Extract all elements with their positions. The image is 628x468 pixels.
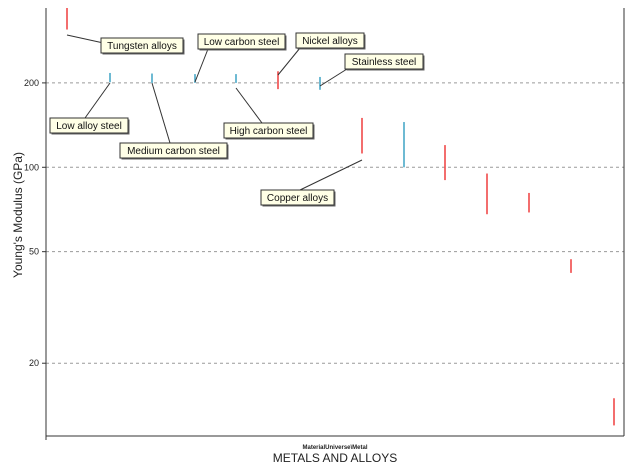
x-axis-label: METALS AND ALLOYS bbox=[273, 451, 398, 465]
y-tick-label: 200 bbox=[24, 78, 39, 88]
annotation-label: Tungsten alloys bbox=[107, 41, 177, 52]
annotations: Tungsten alloys Low alloy steel Medium car… bbox=[49, 32, 425, 207]
range-bars bbox=[66, 8, 615, 426]
y-ticks: 20 50 100 200 bbox=[24, 78, 46, 368]
y-tick-label: 20 bbox=[29, 358, 39, 368]
annotation-box bbox=[119, 142, 228, 159]
annotation-box bbox=[223, 122, 314, 139]
annotation-leader bbox=[84, 82, 111, 119]
annotation-leader bbox=[235, 87, 263, 124]
gridlines bbox=[46, 82, 624, 364]
annotation-leader bbox=[277, 47, 301, 76]
x-axis-sublabel: MaterialUniverse\Metal bbox=[302, 445, 367, 451]
annotation-box bbox=[49, 117, 129, 134]
annotation-box bbox=[295, 32, 365, 49]
annotation-label: High carbon steel bbox=[230, 126, 308, 137]
annotation-leader bbox=[299, 159, 363, 191]
annotation-leader bbox=[319, 68, 348, 87]
y-tick-label: 100 bbox=[24, 162, 39, 172]
annotation-box bbox=[344, 53, 424, 70]
annotation-box bbox=[197, 33, 286, 50]
annotation-leader bbox=[151, 82, 171, 144]
annotation-label: Medium carbon steel bbox=[127, 146, 220, 157]
annotation-box bbox=[100, 37, 184, 54]
y-tick-label: 50 bbox=[29, 247, 39, 257]
annotation-label: Low alloy steel bbox=[56, 121, 122, 132]
annotation-label: Stainless steel bbox=[352, 57, 416, 68]
annotation-label: Low carbon steel bbox=[204, 37, 280, 48]
annotation-label: Copper alloys bbox=[267, 193, 328, 204]
axes bbox=[45, 8, 625, 440]
annotation-leader bbox=[194, 48, 209, 83]
annotation-box bbox=[260, 189, 335, 206]
y-axis-label: Young's Modulus (GPa) bbox=[11, 152, 25, 278]
annotation-label: Nickel alloys bbox=[302, 36, 358, 47]
